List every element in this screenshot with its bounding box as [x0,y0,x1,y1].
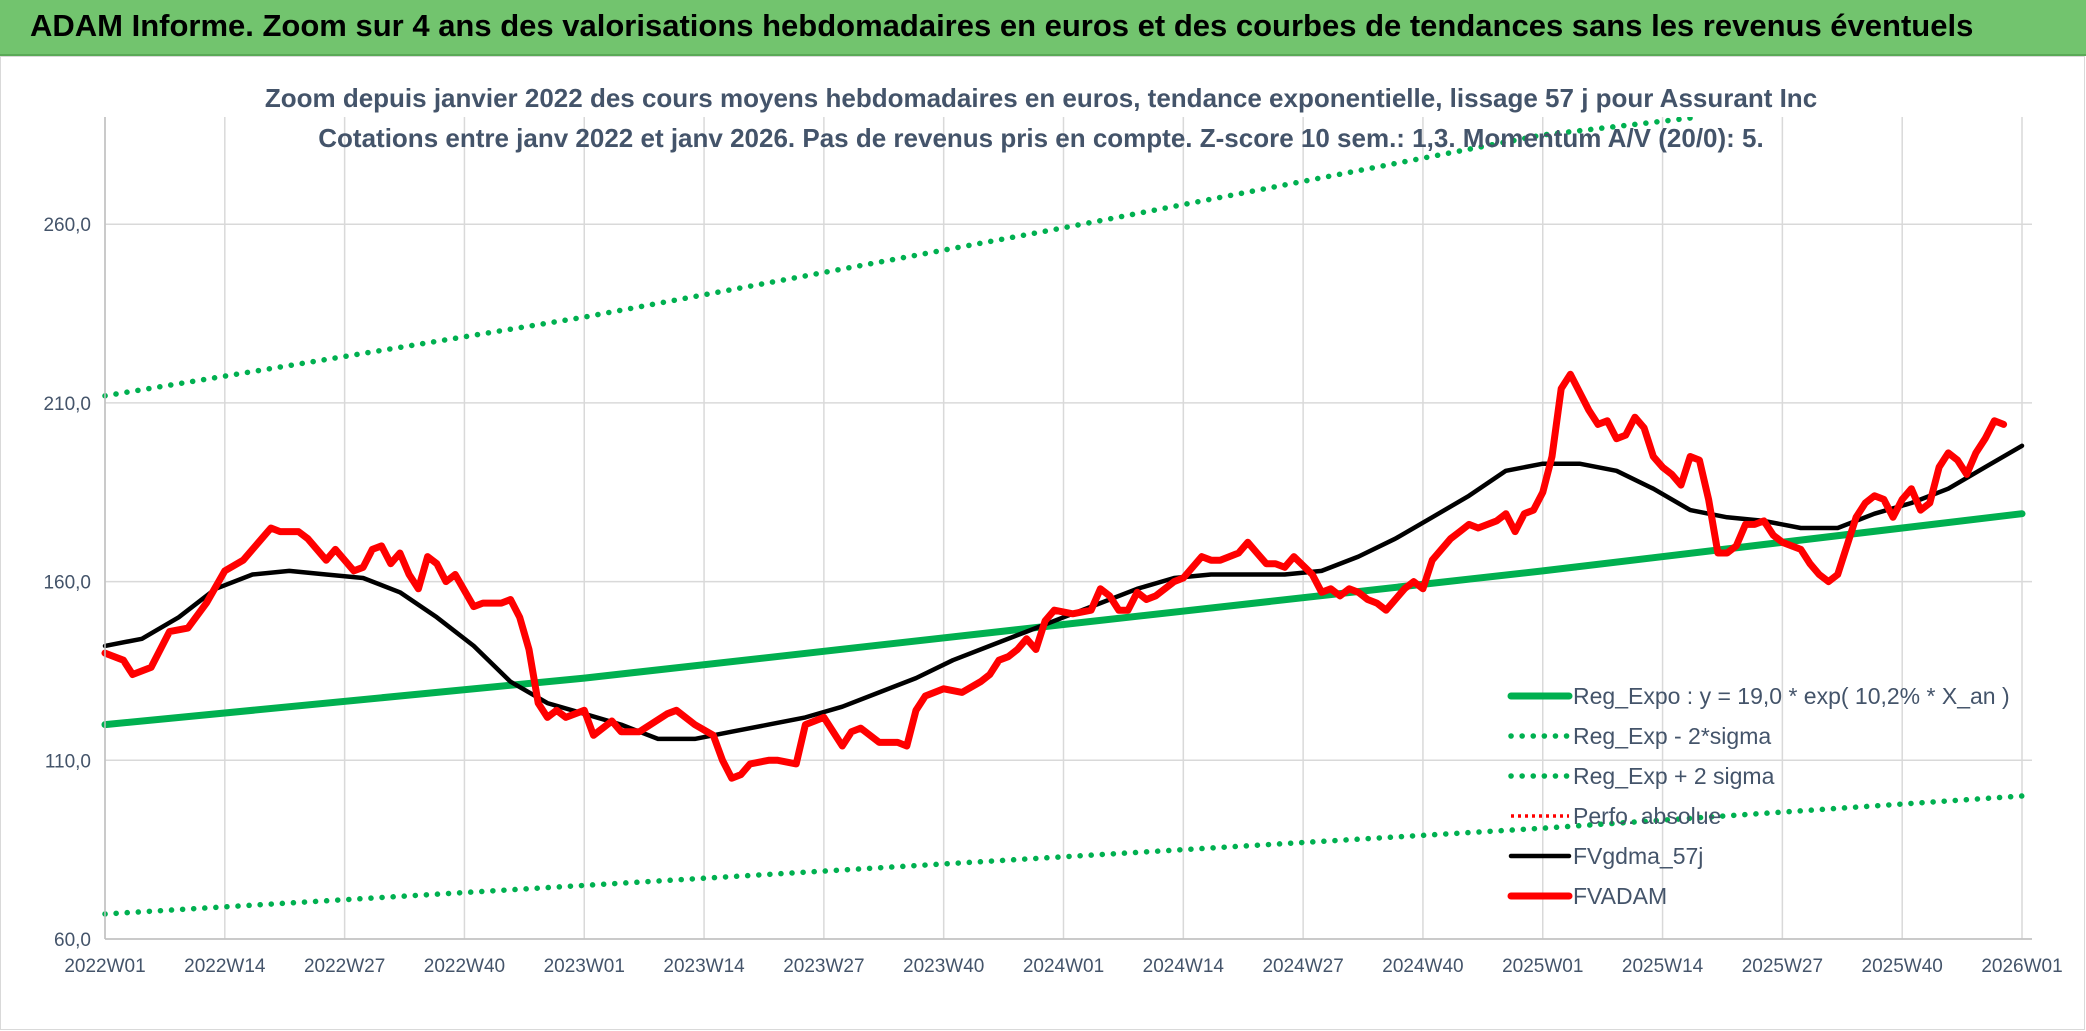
x-tick-label: 2024W14 [1143,956,1225,977]
y-tick-label: 260,0 [43,215,91,236]
series-group [101,117,2026,917]
page-title: ADAM Informe. Zoom sur 4 ans des valoris… [30,8,1974,43]
series-line-reg-expo [101,510,2026,729]
legend-label: Reg_Exp - 2*sigma [1573,723,1771,749]
x-tick-label: 2022W27 [304,956,385,977]
x-tick-label: 2025W27 [1742,956,1823,977]
x-tick-label: 2022W40 [424,956,505,977]
legend-label: Reg_Exp + 2 sigma [1573,763,1775,789]
y-tick-label: 210,0 [43,394,91,415]
legend-label: Reg_Expo : y = 19,0 * exp( 10,2% * X_an … [1573,683,2010,709]
x-tick-label: 2025W01 [1502,956,1583,977]
x-tick-label: 2024W40 [1382,956,1463,977]
x-tick-label: 2023W27 [783,956,864,977]
x-tick-label: 2025W40 [1862,956,1943,977]
legend-label: Perfo. absolue [1573,803,1721,829]
legend-label: FVADAM [1573,883,1667,909]
axes: 60,0 110,0 160,0 210,0 260,0 2022W01 2022W14 20… [43,117,2063,977]
x-tick-label: 2022W01 [64,956,145,977]
y-tick-label: 110,0 [45,751,91,772]
series-line-reg-exp [102,793,2025,917]
y-tick-label: 160,0 [43,573,91,594]
chart-title: Zoom depuis janvier 2022 des cours moyen… [265,83,1817,113]
header-bar: ADAM Informe. Zoom sur 4 ans des valoris… [0,0,2086,56]
x-tick-label: 2023W40 [903,956,984,977]
x-tick-label: 2025W14 [1622,956,1704,977]
chart-subtitle: Cotations entre janv 2022 et janv 2026. … [318,123,1763,153]
x-tick-label: 2022W14 [184,956,266,977]
legend-label: FVgdma_57j [1573,843,1703,869]
series-line-fvadam [101,370,2008,782]
x-tick-label: 2026W01 [1981,956,2062,977]
x-tick-label: 2024W27 [1262,956,1343,977]
chart-frame: 60,0 110,0 160,0 210,0 260,0 2022W01 2022W14 20… [0,56,2085,1030]
line-chart: 60,0 110,0 160,0 210,0 260,0 2022W01 2022W14 20… [43,83,2063,977]
series-line-fvgdma-57j [102,443,2025,742]
x-tick-label: 2024W01 [1023,956,1104,977]
legend: Reg_Expo : y = 19,0 * exp( 10,2% * X_an … [1507,683,2010,909]
series-line-reg-exp [102,117,1703,399]
x-tick-label: 2023W01 [544,956,625,977]
x-tick-label: 2023W14 [663,956,745,977]
y-tick-label: 60,0 [54,930,91,951]
